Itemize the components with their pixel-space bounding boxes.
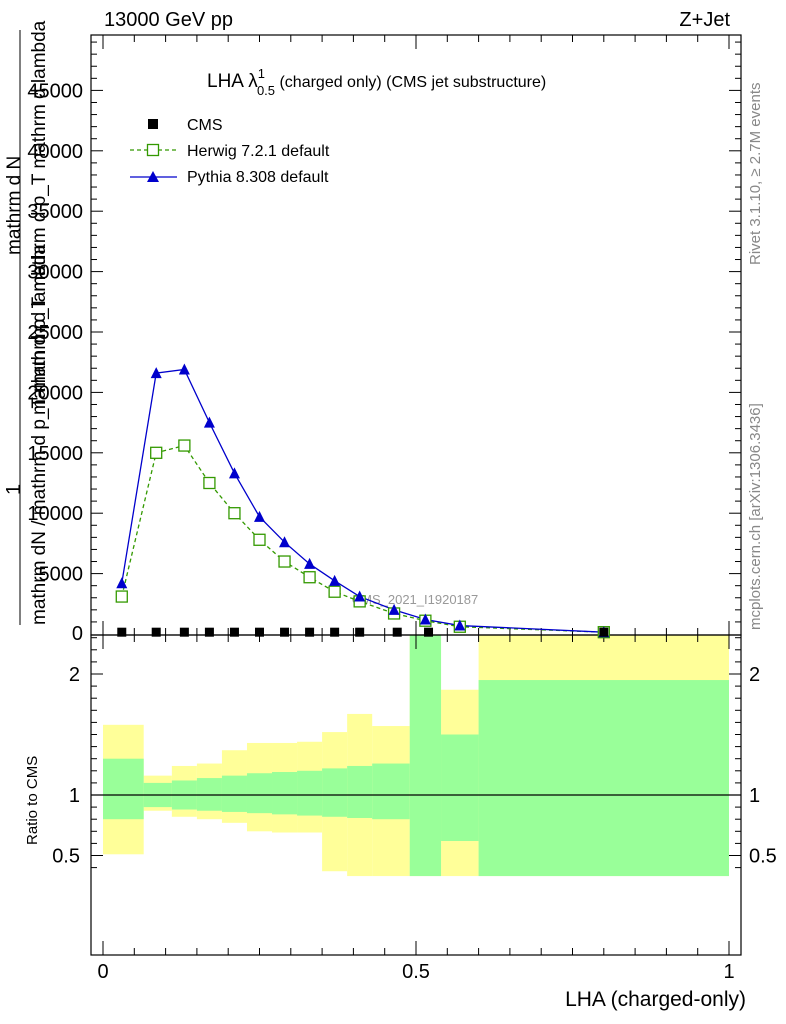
main-ylabel: 1 mathrm dN / mathrm d p_T mathrm d lamb… — [3, 20, 50, 625]
title-sub: 0.5 — [257, 83, 275, 98]
ratio-y-tick-label-right: 2 — [749, 664, 760, 686]
main-series — [115, 363, 610, 639]
title-suffix: (charged only) (CMS jet substructure) — [275, 74, 546, 91]
legend-marker-cms — [148, 119, 158, 129]
legend-label-herwig: Herwig 7.2.1 default — [187, 143, 330, 160]
green-band-bin — [196, 778, 222, 811]
legend-marker-herwig — [146, 143, 160, 157]
plot-title: LHA λ1 0.5 (charged only) (CMS jet substr… — [207, 66, 546, 98]
cms-point — [355, 627, 365, 637]
y-tick-label-zero: 0 — [72, 623, 83, 645]
legend-item-cms: CMS — [148, 117, 223, 134]
ratio-y-tick-label: 0.5 — [52, 846, 80, 868]
legend-marker-pythia — [147, 171, 159, 182]
green-band-bin — [103, 758, 144, 820]
green-band-bin — [441, 734, 479, 841]
y-tick-label: 10000 — [27, 503, 83, 525]
ratio-y-tick-label-right: 1 — [749, 785, 760, 807]
cms-point — [305, 627, 315, 637]
cms-point — [117, 627, 127, 637]
herwig-point — [303, 571, 316, 584]
green-band-bin — [297, 770, 323, 816]
cms-point — [179, 627, 189, 637]
header-right: Z+Jet — [679, 9, 730, 31]
title-prefix: LHA λ — [207, 71, 258, 92]
cms-point — [330, 627, 340, 637]
y-tick-label: 5000 — [39, 564, 84, 586]
pythia-point — [329, 574, 341, 586]
pythia-point — [254, 510, 265, 522]
cms-point — [229, 627, 239, 637]
pythia-point — [279, 536, 291, 548]
cms-point — [151, 627, 161, 637]
ratio-y-tick-label-right: 0.5 — [749, 846, 777, 868]
herwig-point — [253, 533, 266, 546]
green-band-bin — [347, 765, 373, 818]
pythia-point — [454, 619, 466, 631]
header-left: 13000 GeV pp — [104, 9, 233, 31]
green-band-bin — [322, 768, 348, 817]
pythia-point — [388, 603, 400, 615]
legend: CMS Herwig 7.2.1 default Pythia 8.308 de… — [130, 117, 330, 186]
x-tick-label: 0.5 — [402, 961, 430, 983]
green-band-bin — [246, 773, 273, 814]
pythia-point — [419, 613, 431, 625]
green-band-bin — [272, 772, 298, 815]
herwig-point — [228, 507, 241, 520]
ratio-bands — [91, 635, 741, 877]
main-axis-ticks: 5000 10000 15000 20000 25000 30000 35000 40000 4… — [27, 35, 741, 645]
y-tick-label: 45000 — [27, 80, 83, 102]
cms-point — [280, 627, 290, 637]
x-tick-label: 0 — [97, 961, 108, 983]
x-tick-label: 1 — [723, 961, 734, 983]
herwig-point — [115, 590, 128, 603]
herwig-point — [278, 555, 291, 568]
herwig-point — [178, 439, 191, 452]
green-band-bin — [409, 635, 442, 877]
y-tick-label: 30000 — [27, 262, 83, 284]
rivet-label: Rivet 3.1.10, ≥ 2.7M events — [747, 83, 764, 266]
mcplots-label: mcplots.cern.ch [arXiv:1306.3436] — [747, 403, 764, 630]
legend-label-cms: CMS — [187, 117, 223, 134]
legend-item-herwig: Herwig 7.2.1 default — [130, 143, 330, 160]
pythia-point — [354, 590, 366, 602]
herwig-point — [150, 446, 163, 459]
y-tick-label: 25000 — [27, 322, 83, 344]
ylabel-line3: mathrm d p_T mathrm d p_T mathrm d lambd… — [29, 20, 50, 415]
ylabel-line1: mathrm dN / mathrm d p_T mathrm d lambda — [29, 244, 50, 625]
cms-point — [392, 627, 402, 637]
pythia-point — [228, 467, 240, 479]
green-band-bin — [221, 775, 247, 812]
ylabel-line2: mathrm d N — [4, 156, 25, 255]
ratio-y-tick-label: 1 — [69, 785, 80, 807]
cms-point — [424, 627, 434, 637]
herwig-point — [203, 476, 216, 490]
y-tick-label: 15000 — [27, 443, 83, 465]
pythia-point — [178, 363, 190, 375]
analysis-watermark: CMS_2021_I1920187 — [352, 592, 479, 607]
cms-point — [599, 627, 609, 637]
pythia-point — [304, 557, 316, 569]
ylabel-one: 1 — [3, 484, 25, 495]
y-tick-label: 20000 — [27, 382, 83, 404]
title-sup: 1 — [258, 66, 265, 81]
cms-point — [255, 627, 264, 637]
pythia-point — [116, 577, 128, 589]
green-band-bin — [478, 680, 729, 877]
y-tick-label: 40000 — [27, 141, 83, 163]
green-band-bin — [372, 763, 410, 820]
cms-point — [204, 627, 214, 637]
ratio-axis-ticks: 0.5 0.5 1 1 2 2 0 0.5 1 — [52, 635, 777, 983]
legend-label-pythia: Pythia 8.308 default — [187, 169, 329, 186]
x-axis-label: LHA (charged-only) — [565, 988, 746, 1011]
ratio-ylabel: Ratio to CMS — [24, 756, 41, 845]
herwig-point — [328, 585, 341, 598]
pythia-point — [203, 416, 215, 428]
ratio-y-tick-label: 2 — [69, 664, 80, 686]
legend-item-pythia: Pythia 8.308 default — [130, 169, 329, 186]
pythia-point — [150, 367, 162, 379]
y-tick-label: 35000 — [27, 201, 83, 223]
